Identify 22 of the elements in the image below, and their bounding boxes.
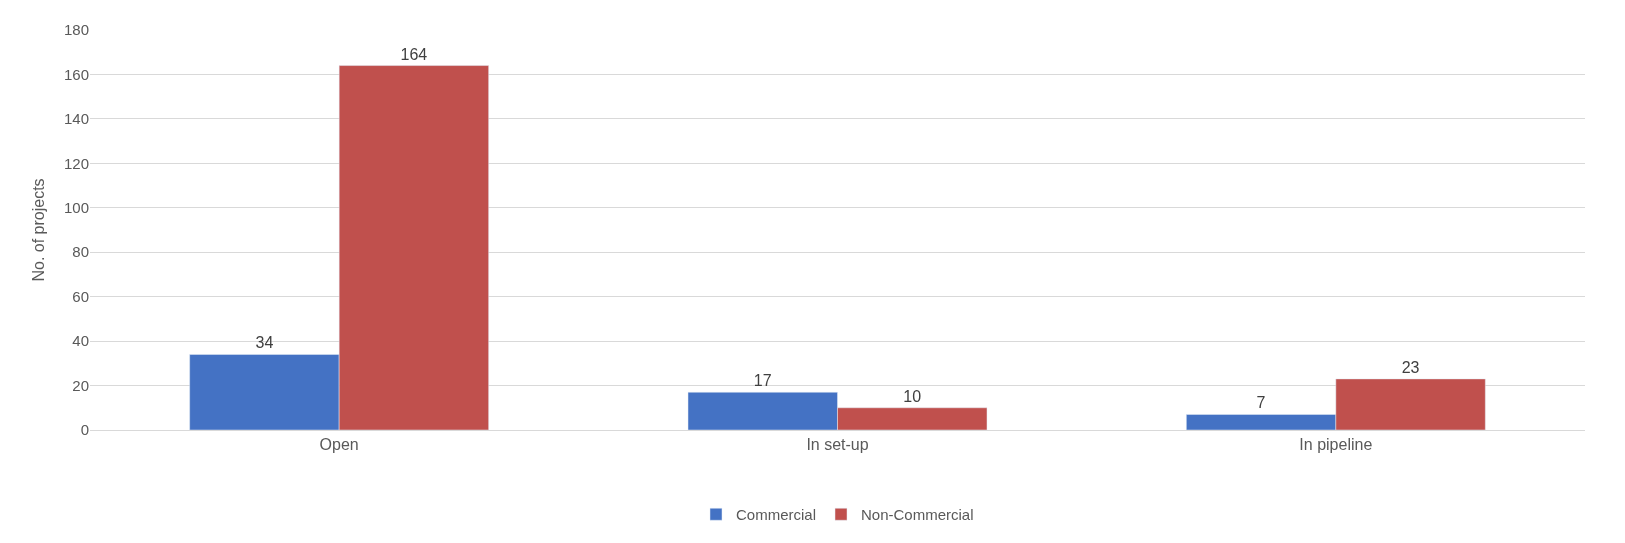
y-tick-label: 40 [72, 332, 89, 350]
y-tick-label: 120 [63, 154, 89, 172]
data-label: 10 [903, 387, 922, 405]
y-tick-label: 0 [80, 421, 89, 439]
y-tick-label: 60 [72, 287, 89, 305]
y-tick-label: 100 [63, 199, 89, 217]
y-axis-title: No. of projects [29, 178, 47, 282]
data-label: 17 [753, 372, 772, 390]
y-tick-label: 80 [72, 243, 89, 261]
data-label: 164 [400, 45, 428, 63]
y-tick-label: 20 [72, 376, 89, 394]
x-tick-label: In set-up [806, 436, 869, 454]
data-label: 7 [1256, 394, 1266, 412]
x-tick-label: Open [319, 436, 359, 454]
y-tick-label: 140 [63, 110, 89, 128]
data-label: 34 [255, 334, 274, 352]
x-tick-label: In pipeline [1299, 436, 1373, 454]
data-label: 23 [1401, 358, 1420, 376]
legend-label: Non-Commercial [861, 506, 974, 524]
y-tick-label: 180 [63, 21, 89, 39]
legend-label: Commercial [736, 506, 817, 524]
y-tick-label: 160 [63, 65, 89, 83]
